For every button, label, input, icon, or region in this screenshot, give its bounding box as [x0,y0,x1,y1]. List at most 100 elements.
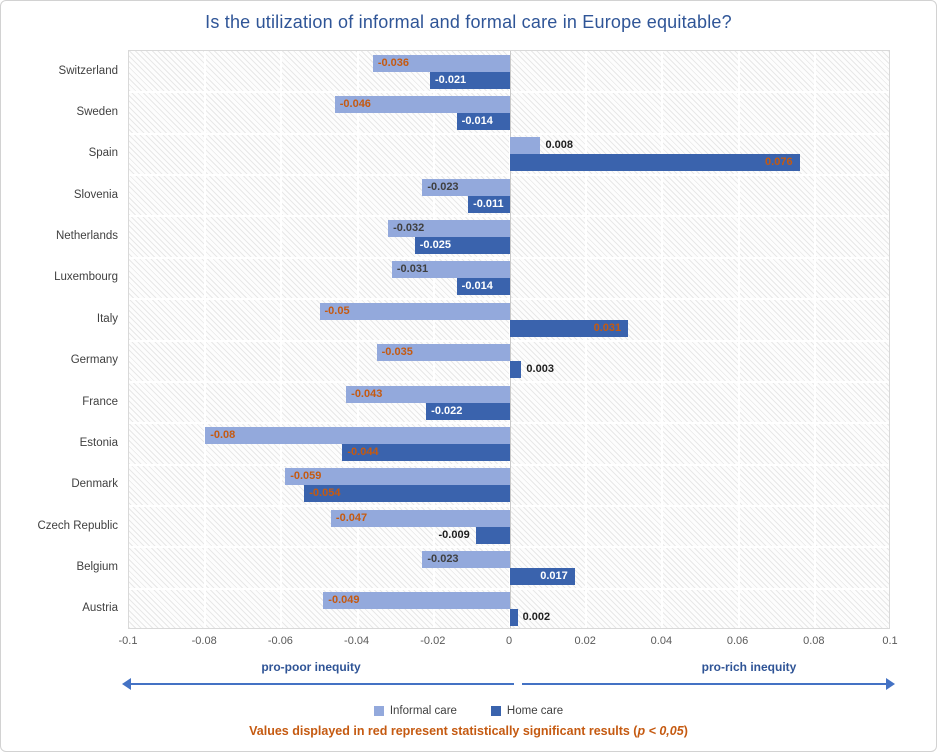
category-label: Belgium [76,560,118,573]
value-label: -0.035 [381,346,413,359]
category-label: Denmark [71,478,118,491]
horizontal-gridline [129,463,889,466]
x-tick-label: 0.1 [882,635,898,647]
horizontal-gridline [129,587,889,590]
horizontal-gridline [129,422,889,425]
category-label: Czech Republic [37,519,118,532]
informal-care-bar [391,261,510,279]
pro-poor-arrowhead-icon [122,678,131,690]
horizontal-gridline [129,504,889,507]
x-tick-label: 0.02 [574,635,596,647]
pro-rich-arrow-line [522,683,887,685]
category-label: Netherlands [55,230,118,243]
pro-poor-inequity-label: pro-poor inequity [261,660,361,674]
informal-care-swatch-icon [373,706,384,716]
home-care-bar [510,361,522,379]
value-label: -0.08 [210,428,236,441]
informal-care-bar [319,302,510,320]
x-tick-label: -0.06 [267,635,293,647]
home-care-bar [426,402,510,420]
category-label: Switzerland [58,64,118,77]
zero-axis-line [510,51,511,628]
informal-care-bar [205,426,510,444]
informal-care-bar [346,385,510,403]
home-care-bar [510,567,575,585]
value-label: -0.014 [461,280,493,293]
x-tick-label: -0.04 [344,635,370,647]
informal-care-bar [372,54,510,72]
value-label: -0.036 [377,56,410,69]
informal-care-bar [323,592,510,610]
home-care-bar [468,195,510,213]
plot-area: -0.036 -0.021 -0.046 -0.014 0.008 0.076 -0.023… [128,50,890,629]
home-care-bar [475,526,510,544]
home-care-bar [456,113,510,131]
value-label: -0.046 [339,98,371,111]
x-tick-label: -0.1 [118,635,138,647]
legend: Informal care Home care [1,705,936,717]
value-label: -0.047 [335,511,368,524]
value-label: -0.049 [328,594,360,607]
horizontal-gridline [129,380,889,383]
value-label: -0.021 [434,73,467,86]
value-label: 0.017 [540,569,568,582]
category-label: Sweden [76,106,118,119]
category-label: Luxembourg [54,271,118,284]
value-label: -0.044 [347,445,379,458]
informal-care-bar [285,468,510,486]
value-label: -0.014 [461,115,493,128]
informal-care-bar [388,220,510,238]
horizontal-gridline [129,174,889,177]
informal-care-bar [422,550,510,568]
x-tick-label: -0.02 [420,635,446,647]
value-label: -0.054 [309,487,341,500]
home-care-bar [429,71,510,89]
pro-rich-inequity-label: pro-rich inequity [701,660,797,674]
horizontal-gridline [129,298,889,301]
horizontal-gridline [129,132,889,135]
horizontal-gridline [129,256,889,259]
x-tick-label: 0 [505,635,513,647]
value-label: -0.009 [438,528,470,541]
home-care-bar [456,278,510,296]
significance-footnote: Values displayed in red represent statis… [249,724,688,738]
value-label: -0.043 [351,387,383,400]
informal-care-bar [334,96,510,114]
x-tick-label: -0.08 [191,635,217,647]
category-label: Spain [88,147,118,160]
category-label: Germany [70,354,118,367]
x-tick-label: 0.04 [650,635,673,647]
home-care-bar [304,485,510,503]
legend-item-home-care: Home care [490,705,564,717]
value-label: -0.011 [473,197,504,210]
value-label: -0.059 [290,470,322,483]
value-label: -0.05 [324,304,350,317]
x-tick-label: 0.06 [726,635,749,647]
pro-poor-arrow-line [130,683,514,685]
informal-care-bar [376,344,510,362]
legend-label: Home care [506,705,564,717]
home-care-bar [342,443,510,461]
horizontal-gridline [129,91,889,94]
legend-label: Informal care [389,705,457,717]
pro-rich-arrowhead-icon [886,678,895,690]
value-label: -0.022 [431,404,463,417]
value-label: -0.025 [419,239,451,252]
informal-care-bar [330,509,510,527]
value-label: 0.002 [522,611,551,624]
category-label: Estonia [79,436,118,449]
informal-care-bar [422,178,510,196]
informal-care-bar [510,137,541,155]
value-label: 0.003 [526,363,554,376]
home-care-bar [510,319,629,337]
value-label: 0.008 [545,139,573,152]
category-label: Austria [82,602,118,615]
category-label: Slovenia [73,188,118,201]
home-care-bar [414,237,510,255]
home-care-bar [510,154,800,172]
horizontal-gridline [129,215,889,218]
horizontal-gridline [129,339,889,342]
category-label: France [82,395,118,408]
category-label: Italy [96,312,118,325]
